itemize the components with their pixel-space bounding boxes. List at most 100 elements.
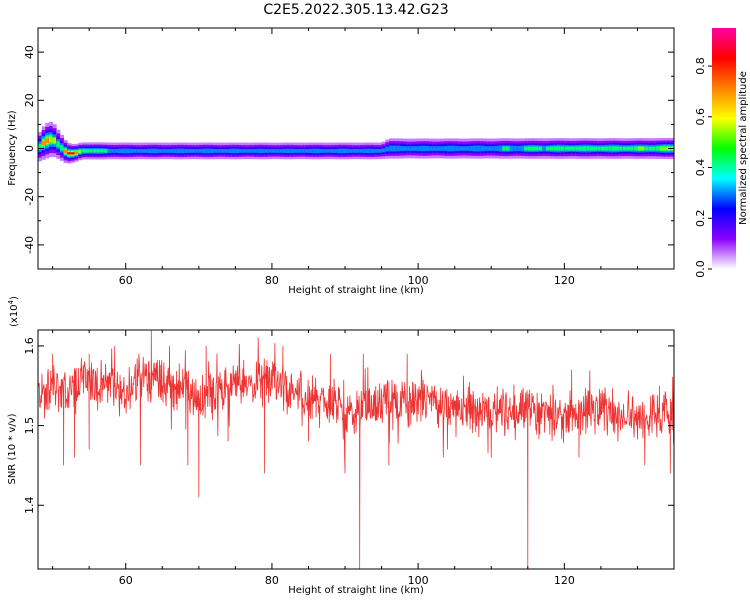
spectrogram-cell (74, 151, 79, 154)
spectrogram-cell (176, 148, 181, 154)
colorbar: 0.0 0.2 0.4 0.6 0.8 Normalized spectral ampl… (694, 28, 749, 278)
spectrogram-cell (498, 145, 503, 152)
spectrogram-cell (472, 145, 478, 152)
spectrogram-cell (429, 146, 434, 151)
spectrogram-cell (140, 148, 145, 153)
spectrogram-cell (432, 146, 437, 151)
spectrogram-cell (250, 148, 255, 153)
spectrogram-cell (228, 148, 233, 154)
spectrogram-cell (304, 148, 309, 153)
snr-series-line (38, 330, 674, 569)
snr-ytick-label: 1.4 (23, 497, 36, 515)
spectrogram-cell (370, 148, 375, 154)
spectrogram-cell (231, 148, 236, 154)
spectrogram-cell (611, 146, 616, 151)
spectrogram-cell (169, 148, 174, 153)
spectrogram-cell (52, 137, 57, 144)
spectrogram-cell (451, 145, 456, 152)
spectrogram-cell (630, 146, 635, 151)
spectrogram-cell (125, 148, 130, 154)
spectrogram-cell (56, 141, 61, 148)
spectrogram-cell (578, 146, 584, 151)
spectrogram-cell (462, 146, 467, 151)
spectrogram-cell (589, 146, 594, 151)
spectrogram-cell (407, 146, 412, 151)
snr-xtick-label: 80 (265, 574, 279, 587)
spectrogram-cell (633, 146, 638, 151)
spectrogram-cell (549, 146, 554, 151)
spectrogram-cell (356, 148, 361, 153)
spectrogram-cell (600, 146, 605, 151)
spectrogram-cell (147, 148, 152, 154)
colorbar-tick-label: 0.6 (694, 108, 707, 126)
spectrogram-cell (220, 148, 225, 153)
spectrogram-cell (118, 148, 123, 154)
spectrogram-cell (293, 148, 298, 153)
spectrogram-cell (312, 148, 317, 154)
spectrogram-ylabel: Frequency (Hz) (7, 110, 18, 186)
spectrogram-cell (381, 148, 386, 153)
spectrogram-cell (334, 148, 339, 153)
spectrogram-cell (436, 146, 441, 151)
spectrogram-cell (158, 148, 163, 153)
spectrogram-cell (268, 148, 273, 153)
spectrogram-xtick-label: 80 (265, 274, 279, 287)
spectrogram-cell (557, 146, 562, 151)
spectrogram-cell (388, 145, 393, 152)
spectrogram-cell (513, 145, 518, 152)
spectrogram-cell (81, 149, 86, 153)
spectrogram-cell (516, 145, 521, 152)
spectrogram-cell (162, 148, 167, 153)
spectrogram-cell (494, 145, 499, 152)
spectrogram-cell (129, 148, 134, 154)
spectrogram-cell (326, 148, 331, 153)
spectrogram-cell (89, 149, 94, 153)
spectrogram-cell (663, 146, 668, 151)
spectrogram-cell (206, 148, 211, 154)
snr-panel: 60 80 100 120 1.4 1.5 1.6 Height of straight l… (7, 296, 675, 596)
spectrogram-cell (45, 138, 50, 144)
snr-xtick-label: 60 (119, 574, 133, 587)
spectrogram-cell (531, 146, 536, 151)
spectrogram-cell (487, 146, 492, 151)
colorbar-tick-label: 0.4 (694, 159, 707, 177)
snr-xlabel: Height of straight line (km) (288, 585, 424, 596)
spectrogram-cell (136, 148, 141, 153)
spectrogram-cell (242, 148, 247, 153)
spectrogram-cell (165, 148, 170, 153)
spectrogram-cell (133, 148, 138, 153)
spectrogram-cell (392, 145, 397, 152)
spectrogram-ytick-label: -40 (23, 236, 36, 254)
snr-ytick-label: 1.5 (23, 417, 36, 435)
spectrogram-cell (239, 148, 244, 153)
spectrogram-cell (644, 146, 649, 151)
spectrogram-cell (70, 152, 75, 155)
spectrogram-cell (187, 148, 192, 153)
spectrogram-cell (103, 149, 108, 153)
spectrogram-cell (107, 148, 112, 154)
spectrogram-cell (535, 146, 540, 151)
spectrogram-cell (454, 146, 459, 151)
spectrogram-cell (341, 148, 346, 154)
spectrogram-cell (538, 146, 543, 151)
snr-multiplier: (x104) (7, 296, 20, 327)
spectrogram-xlabel: Height of straight line (km) (288, 285, 424, 296)
spectrogram-cell (524, 146, 529, 151)
spectrogram-cell (571, 146, 576, 151)
spectrogram-cell (597, 146, 602, 151)
spectrogram-cell (414, 146, 419, 151)
snr-frame (37, 329, 675, 570)
spectrogram-cell (173, 148, 178, 154)
spectrogram-cell (385, 146, 390, 152)
snr-ylabel: SNR (10 * v/v) (7, 413, 18, 484)
spectrogram-cell (659, 146, 664, 151)
spectrogram-cell (246, 148, 251, 153)
spectrogram-cell (202, 148, 207, 154)
colorbar-label: Normalized spectral amplitude (738, 71, 749, 225)
spectrogram-xtick-label: 60 (119, 274, 133, 287)
spectrogram-cell (286, 148, 291, 154)
spectrogram-heatmap (38, 121, 675, 164)
spectrogram-cell (447, 145, 452, 152)
spectrogram-cell (586, 146, 591, 151)
colorbar-tick-label: 0.2 (694, 210, 707, 228)
